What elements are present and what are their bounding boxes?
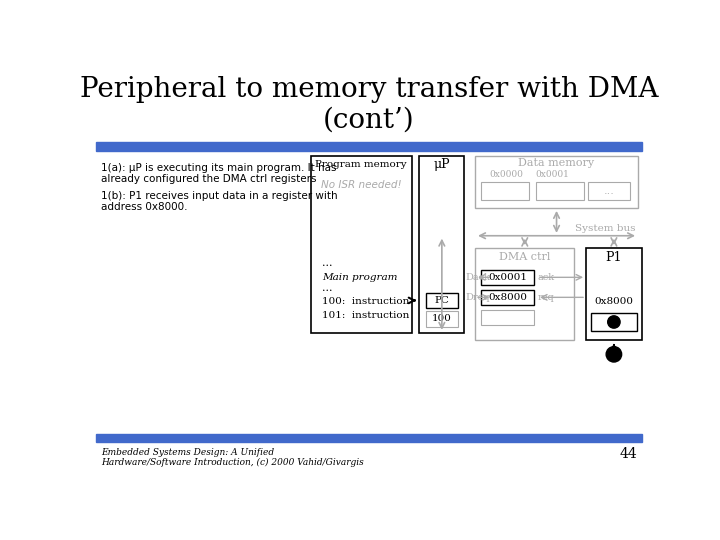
Text: 0x0001: 0x0001 xyxy=(536,170,570,179)
Text: Embedded Systems Design: A Unified: Embedded Systems Design: A Unified xyxy=(101,448,274,457)
Text: 100:  instruction: 100: instruction xyxy=(322,298,409,307)
Text: 101:  instruction: 101: instruction xyxy=(322,312,409,320)
Bar xyxy=(588,182,630,200)
Bar xyxy=(426,293,458,308)
Text: PC: PC xyxy=(434,296,449,305)
Text: Data memory: Data memory xyxy=(518,158,595,168)
Text: Dack: Dack xyxy=(466,273,491,282)
Text: System bus: System bus xyxy=(575,224,636,233)
Bar xyxy=(482,269,534,285)
Text: ...: ... xyxy=(603,186,614,196)
Text: 100: 100 xyxy=(432,314,451,323)
Bar xyxy=(590,313,637,331)
Text: 0x0001: 0x0001 xyxy=(488,273,527,282)
Text: ack: ack xyxy=(537,273,554,282)
Text: 1(a): μP is executing its main program. It has: 1(a): μP is executing its main program. … xyxy=(101,164,336,173)
Text: Program memory: Program memory xyxy=(315,160,407,170)
Text: 0x8000: 0x8000 xyxy=(488,293,527,302)
Text: ...: ... xyxy=(322,283,332,293)
Text: DMA ctrl: DMA ctrl xyxy=(499,252,551,262)
Bar xyxy=(96,142,642,151)
Circle shape xyxy=(606,347,621,362)
Text: req: req xyxy=(537,293,554,302)
Text: ...: ... xyxy=(322,259,332,268)
Bar xyxy=(426,311,458,327)
Bar xyxy=(475,248,575,340)
Bar xyxy=(311,156,412,333)
Text: P1: P1 xyxy=(606,251,622,264)
Text: 1(b): P1 receives input data in a register with: 1(b): P1 receives input data in a regist… xyxy=(101,191,338,201)
Text: Dreq: Dreq xyxy=(466,293,490,302)
Text: address 0x8000.: address 0x8000. xyxy=(101,202,187,212)
Text: Hardware/Software Introduction, (c) 2000 Vahid/Givargis: Hardware/Software Introduction, (c) 2000… xyxy=(101,458,364,468)
Bar xyxy=(482,289,534,305)
Text: Peripheral to memory transfer with DMA: Peripheral to memory transfer with DMA xyxy=(80,76,658,103)
Bar xyxy=(475,156,638,208)
Bar xyxy=(419,156,464,333)
Bar xyxy=(536,182,584,200)
Text: 0x0000: 0x0000 xyxy=(489,170,523,179)
Text: 44: 44 xyxy=(619,447,637,461)
Text: 0x8000: 0x8000 xyxy=(595,298,634,307)
Bar xyxy=(482,182,529,200)
Bar xyxy=(586,248,642,340)
Circle shape xyxy=(608,316,620,328)
Bar xyxy=(482,309,534,325)
Text: μP: μP xyxy=(433,158,450,171)
Text: No ISR needed!: No ISR needed! xyxy=(321,180,402,190)
Text: (cont’): (cont’) xyxy=(323,107,415,134)
Bar xyxy=(96,434,642,442)
Text: already configured the DMA ctrl registers: already configured the DMA ctrl register… xyxy=(101,174,316,184)
Text: Main program: Main program xyxy=(322,273,397,282)
